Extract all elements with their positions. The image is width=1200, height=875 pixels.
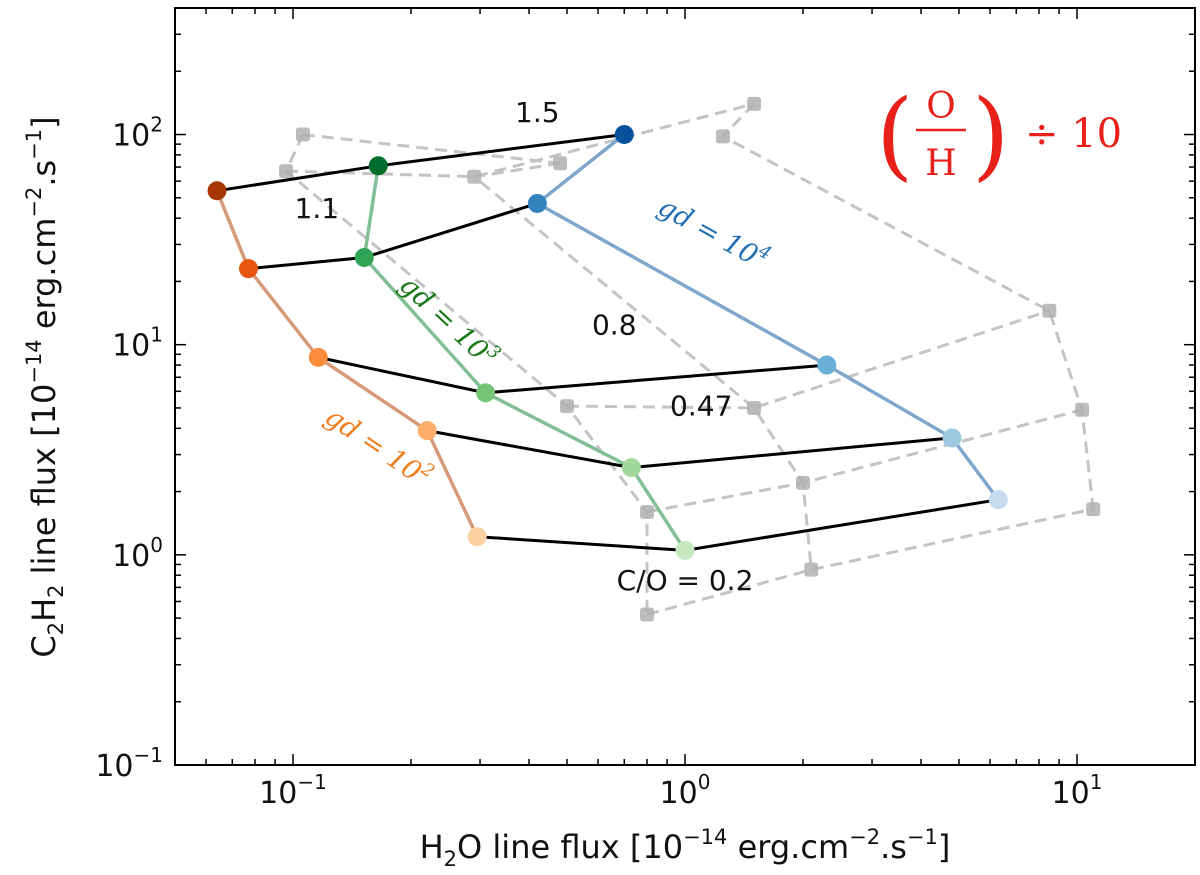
x-tick-label: 10−1 (259, 770, 327, 811)
reference-line (302, 133, 561, 165)
reference-point (640, 607, 655, 622)
reference-line (566, 309, 1050, 410)
data-point (354, 247, 374, 267)
reference-point (747, 96, 762, 111)
annotation-operator: ÷ 10 (1025, 111, 1122, 157)
data-point (675, 540, 695, 560)
line-labels: 1.5 1.1 0.8 0.47 C/O = 0.2 gd = 102 gd = 103 gd… (295, 96, 775, 597)
reference-point (804, 562, 819, 577)
reference-point (796, 475, 811, 490)
co-line (477, 498, 999, 552)
data-points (207, 125, 1008, 560)
co-line-label: 0.47 (670, 390, 732, 423)
reference-point (1042, 303, 1057, 318)
y-tick-label: 102 (112, 113, 163, 154)
data-point (942, 428, 962, 448)
x-tick-label: 101 (1052, 770, 1103, 811)
data-point (614, 125, 634, 145)
annotation-right-paren: ) (972, 79, 1009, 191)
reference-grid (279, 96, 1101, 622)
gd-series-label: gd = 104 (653, 188, 775, 277)
reference-point (295, 127, 310, 142)
reference-line (470, 161, 813, 570)
co-line-label: C/O = 0.2 (617, 564, 754, 597)
reference-point (747, 400, 762, 415)
data-point (476, 383, 496, 403)
data-point (467, 527, 487, 547)
reference-point (1075, 402, 1090, 417)
reference-point (559, 399, 574, 414)
co-line-label: 1.1 (295, 192, 340, 225)
y-tick-label: 100 (112, 533, 163, 574)
reference-point (640, 504, 655, 519)
data-point (368, 156, 388, 176)
gd-series-label: gd = 102 (319, 398, 438, 494)
co-line-label: 1.5 (515, 96, 560, 129)
co-line-label: 0.8 (592, 308, 637, 341)
annotation-denominator: H (925, 143, 956, 184)
reference-point (715, 129, 730, 144)
reference-point (1086, 502, 1101, 517)
annotation-left-paren: ( (876, 79, 913, 191)
data-point (207, 181, 227, 201)
reference-line (286, 102, 755, 179)
x-axis-title: H2O line flux [10−14 erg.cm−2.s−1] (420, 825, 951, 871)
axis-ticks: 10−1 100 101 10−1 100 101 102 (95, 7, 1196, 811)
data-point (527, 193, 547, 213)
data-point (239, 259, 259, 279)
oh-annotation: ( O H ) ÷ 10 (876, 79, 1122, 191)
reference-line (284, 133, 649, 615)
reference-line (646, 507, 1094, 616)
gd-series-label: gd = 103 (393, 267, 505, 375)
annotation-numerator: O (926, 86, 956, 127)
reference-point (467, 169, 482, 184)
reference-point (553, 156, 568, 171)
y-tick-label: 101 (112, 323, 163, 364)
data-point (417, 421, 437, 441)
data-point (817, 355, 837, 375)
reference-line (720, 102, 1095, 510)
data-point (308, 347, 328, 367)
reference-point (279, 164, 294, 179)
data-point (988, 490, 1008, 510)
co-line (317, 355, 827, 395)
x-tick-label: 100 (660, 770, 711, 811)
co-line (426, 429, 953, 470)
gd-series-line (362, 165, 687, 552)
data-point (621, 458, 641, 478)
y-tick-label: 10−1 (95, 743, 163, 784)
y-axis-title: C2H2 line flux [10−14 erg.cm−2.s−1] (22, 116, 68, 657)
